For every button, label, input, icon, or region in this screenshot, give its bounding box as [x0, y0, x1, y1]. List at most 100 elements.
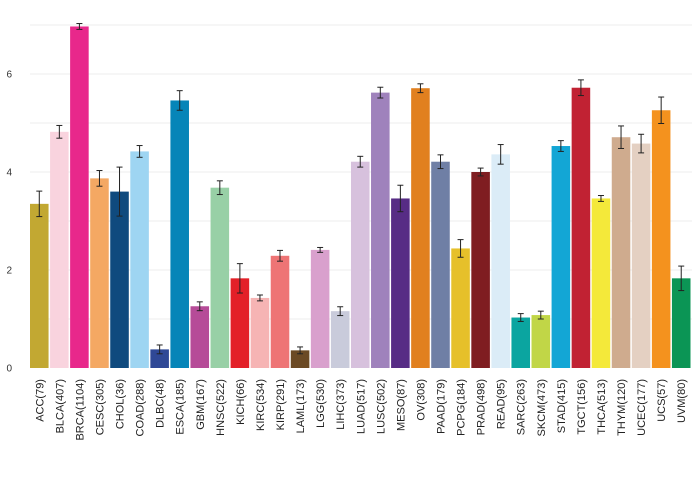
- error-bar: [537, 310, 544, 320]
- x-tick-label: STAD(415): [556, 379, 568, 433]
- x-tick-label: UCS(57): [656, 379, 668, 422]
- bar: [471, 172, 490, 368]
- x-tick-label: LIHC(373): [335, 379, 347, 430]
- x-tick-label: HNSC(522): [215, 379, 227, 436]
- error-bar: [597, 195, 604, 202]
- bar: [531, 315, 551, 368]
- bar: [431, 161, 450, 368]
- x-tick-label: CESC(305): [94, 379, 106, 435]
- bar: [250, 297, 270, 368]
- error-bar: [497, 144, 504, 165]
- x-tick-label: KIRP(291): [275, 379, 287, 430]
- error-bar: [176, 90, 183, 111]
- x-tick-label: THYM(120): [616, 379, 628, 436]
- error-bar: [196, 301, 203, 312]
- x-tick-label: ESCA(185): [175, 379, 187, 435]
- bar: [50, 131, 69, 368]
- x-tick-label: LGG(530): [315, 379, 327, 428]
- error-bar: [517, 313, 524, 322]
- y-tick-label: 4: [6, 168, 12, 179]
- error-bar: [457, 239, 464, 258]
- error-bar: [136, 145, 143, 158]
- error-bar: [297, 346, 304, 355]
- x-tick-label: UCEC(177): [636, 379, 648, 436]
- x-tick-label: ACC(79): [34, 379, 46, 422]
- x-tick-label: GBM(167): [195, 379, 207, 430]
- bar: [270, 255, 290, 368]
- bar: [451, 248, 470, 368]
- bar: [551, 146, 571, 368]
- bar: [150, 349, 169, 368]
- y-tick-label: 6: [6, 70, 12, 81]
- error-bar: [477, 167, 484, 177]
- bar: [210, 187, 230, 368]
- error-bar: [638, 133, 645, 154]
- error-bar: [277, 249, 284, 262]
- x-tick-label: OV(308): [415, 379, 427, 421]
- x-tick-label: COAD(288): [135, 379, 147, 436]
- x-tick-label: READ(95): [496, 379, 508, 429]
- error-bar: [357, 155, 364, 168]
- bar: [491, 154, 510, 368]
- x-tick-label: KICH(66): [235, 379, 247, 425]
- x-tick-label: DLBC(48): [155, 379, 167, 428]
- bar: [290, 350, 310, 368]
- error-bar: [236, 263, 243, 294]
- error-bar: [337, 306, 344, 317]
- error-bar: [96, 170, 103, 187]
- x-tick-label: UVM(80): [676, 379, 688, 423]
- error-bar: [76, 23, 83, 30]
- x-tick-label: MESO(87): [395, 379, 407, 431]
- x-tick-label: THCA(513): [596, 379, 608, 435]
- bar: [170, 100, 189, 369]
- bar: [611, 137, 631, 368]
- bar: [330, 311, 350, 368]
- error-bar: [216, 180, 223, 196]
- x-tick-label: PAAD(179): [435, 379, 447, 434]
- bar: [591, 198, 611, 368]
- y-tick-label: 2: [6, 266, 12, 277]
- y-tick-label: 0: [6, 364, 12, 375]
- x-tick-label: BLCA(407): [54, 379, 66, 433]
- bar: [651, 110, 671, 368]
- error-bar: [618, 125, 625, 149]
- x-tick-label: SARC(263): [516, 379, 528, 435]
- bar: [511, 317, 531, 368]
- x-tick-label: LAML(173): [295, 379, 307, 433]
- bar: [190, 306, 210, 368]
- error-bar: [256, 294, 263, 302]
- error-bar: [557, 140, 564, 152]
- error-bar: [116, 166, 123, 217]
- bar: [310, 249, 330, 368]
- x-tick-label: SKCM(473): [536, 379, 548, 436]
- bar: [371, 92, 390, 369]
- bar: [70, 26, 89, 368]
- bar: [30, 203, 49, 368]
- x-tick-label: PRAD(498): [476, 379, 488, 435]
- error-bar: [36, 190, 43, 218]
- error-bar: [678, 265, 685, 292]
- error-bar: [377, 86, 384, 99]
- bar: [90, 178, 109, 368]
- bar: [110, 191, 129, 368]
- error-bar: [417, 83, 424, 94]
- error-bars: [36, 23, 685, 355]
- x-axis-ticks: ACC(79) BLCA(407) BRCA(1104) CESC(305) CHOL(…: [34, 379, 688, 441]
- x-tick-label: BRCA(1104): [74, 379, 86, 441]
- x-tick-label: KIRC(534): [255, 379, 267, 431]
- bar: [571, 87, 591, 368]
- x-tick-label: CHOL(36): [115, 379, 127, 429]
- error-bar: [437, 154, 444, 170]
- error-bar: [56, 124, 63, 139]
- y-axis-ticks: 0 2 4 6: [6, 70, 12, 375]
- error-bar: [577, 79, 584, 97]
- x-tick-label: LUSC(502): [375, 379, 387, 434]
- error-bar: [156, 344, 163, 355]
- error-bar: [317, 246, 324, 253]
- error-bar: [397, 184, 404, 213]
- bar: [631, 143, 651, 368]
- bar: [230, 278, 250, 368]
- bar: [350, 161, 370, 368]
- bars: [30, 26, 691, 369]
